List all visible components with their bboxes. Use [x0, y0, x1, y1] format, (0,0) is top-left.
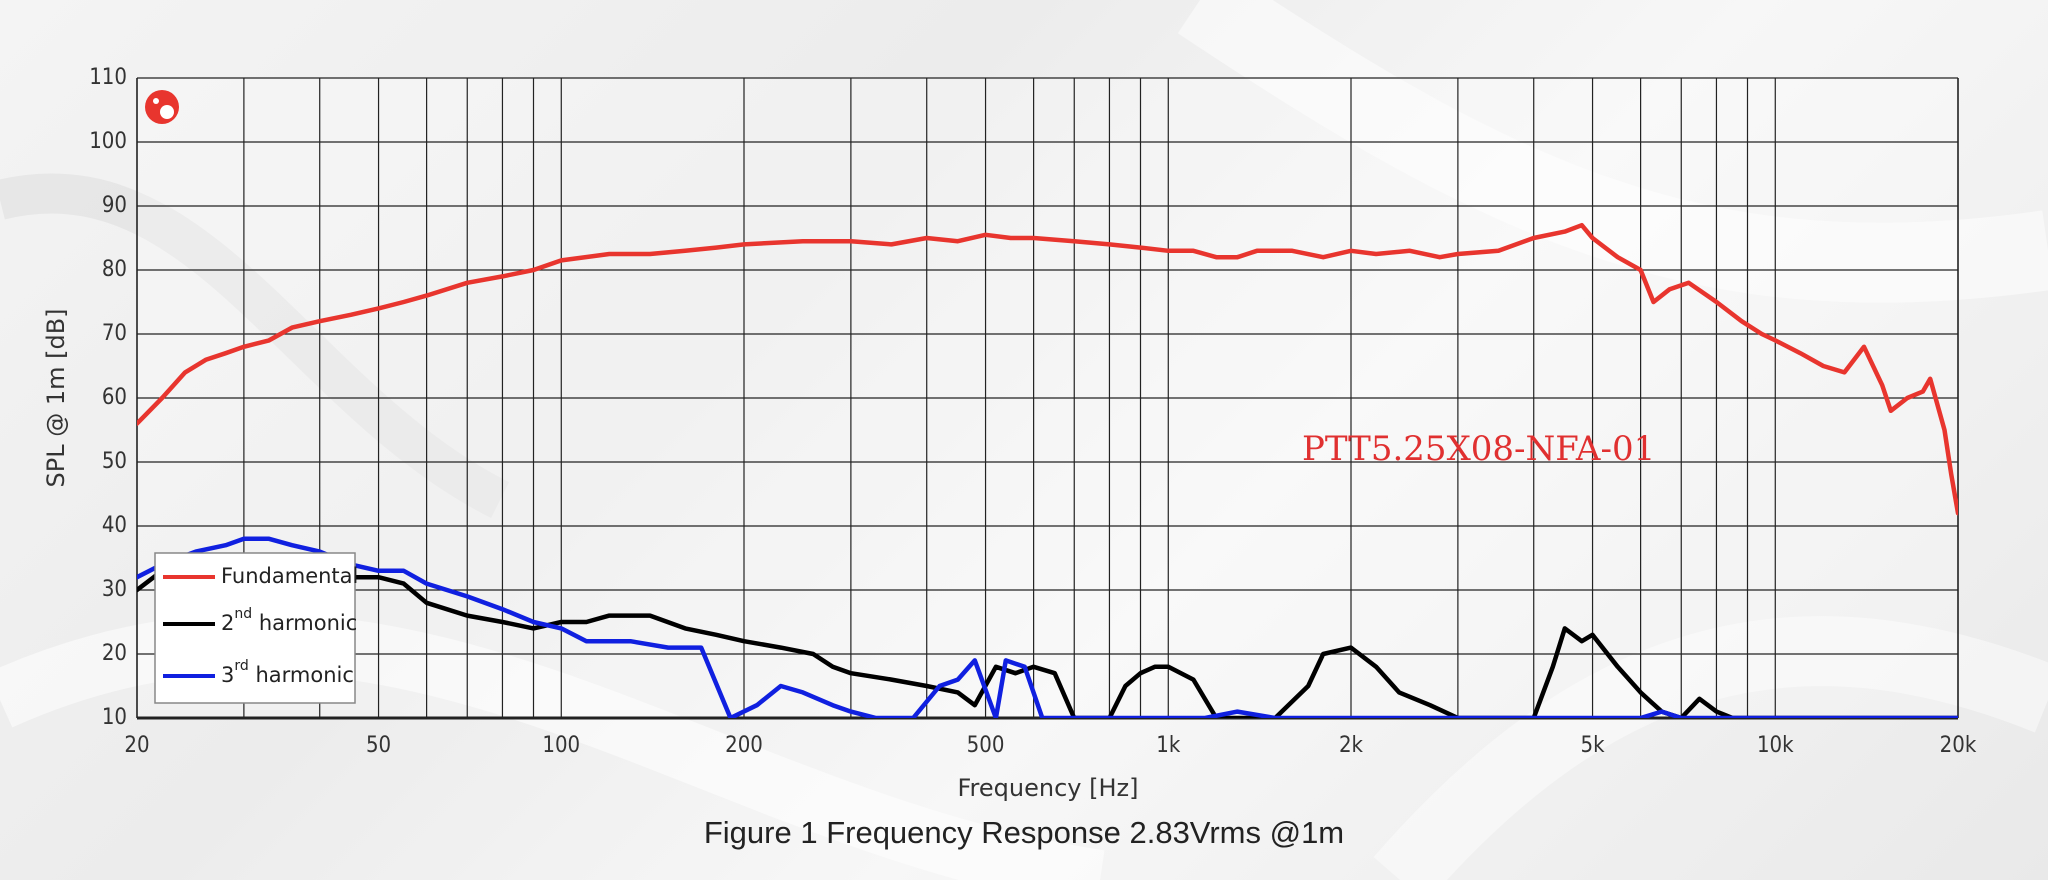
x-axis-title: Frequency [Hz] [958, 774, 1139, 802]
x-tick-label: 1k [1156, 733, 1181, 758]
y-axis-title: SPL @ 1m [dB] [42, 308, 70, 487]
x-tick-label: 500 [967, 733, 1005, 758]
legend: Fundamental 2nd harmonic 3rd harmonic [154, 552, 358, 704]
grid [136, 77, 1959, 720]
x-tick-label: 5k [1581, 733, 1606, 758]
y-tick-label: 60 [102, 385, 127, 410]
series-line-fundamental [137, 222, 1958, 516]
y-tick-label: 100 [89, 129, 127, 154]
legend-item-2nd-harmonic: 2nd harmonic [163, 606, 357, 635]
legend-item-fundamental: Fundamental [163, 564, 358, 588]
legend-label-3rd-harmonic: 3rd harmonic [221, 658, 354, 687]
y-tick-label: 40 [102, 513, 127, 538]
x-tick-label: 200 [725, 733, 763, 758]
y-tick-label: 90 [102, 193, 127, 218]
figure-caption: Figure 1 Frequency Response 2.83Vrms @1m [704, 815, 1344, 850]
legend-item-3rd-harmonic: 3rd harmonic [163, 658, 354, 687]
x-tick-label: 50 [366, 733, 391, 758]
x-tick-label: 10k [1757, 733, 1794, 758]
brand-logo-icon [145, 90, 179, 124]
y-tick-label: 70 [102, 321, 127, 346]
model-annotation: PTT5.25X08-NFA-01 [1302, 429, 1655, 469]
x-tick-label: 2k [1339, 733, 1364, 758]
x-tick-label: 100 [542, 733, 580, 758]
legend-label-2nd-harmonic: 2nd harmonic [221, 606, 357, 635]
series-line-2nd-harmonic [137, 555, 1958, 718]
y-tick-labels: 10 20 30 40 50 60 70 80 90 100 110 [89, 65, 127, 730]
y-tick-label: 80 [102, 257, 127, 282]
y-tick-label: 30 [102, 577, 127, 602]
x-tick-label: 20 [124, 733, 149, 758]
y-tick-label: 10 [102, 705, 127, 730]
x-tick-label: 20k [1940, 733, 1977, 758]
legend-label-fundamental: Fundamental [221, 564, 358, 588]
y-tick-label: 50 [102, 449, 127, 474]
x-tick-labels: 20 50 100 200 500 1k 2k 5k 10k 20k [124, 733, 1976, 758]
y-tick-label: 110 [89, 65, 127, 90]
y-tick-label: 20 [102, 641, 127, 666]
